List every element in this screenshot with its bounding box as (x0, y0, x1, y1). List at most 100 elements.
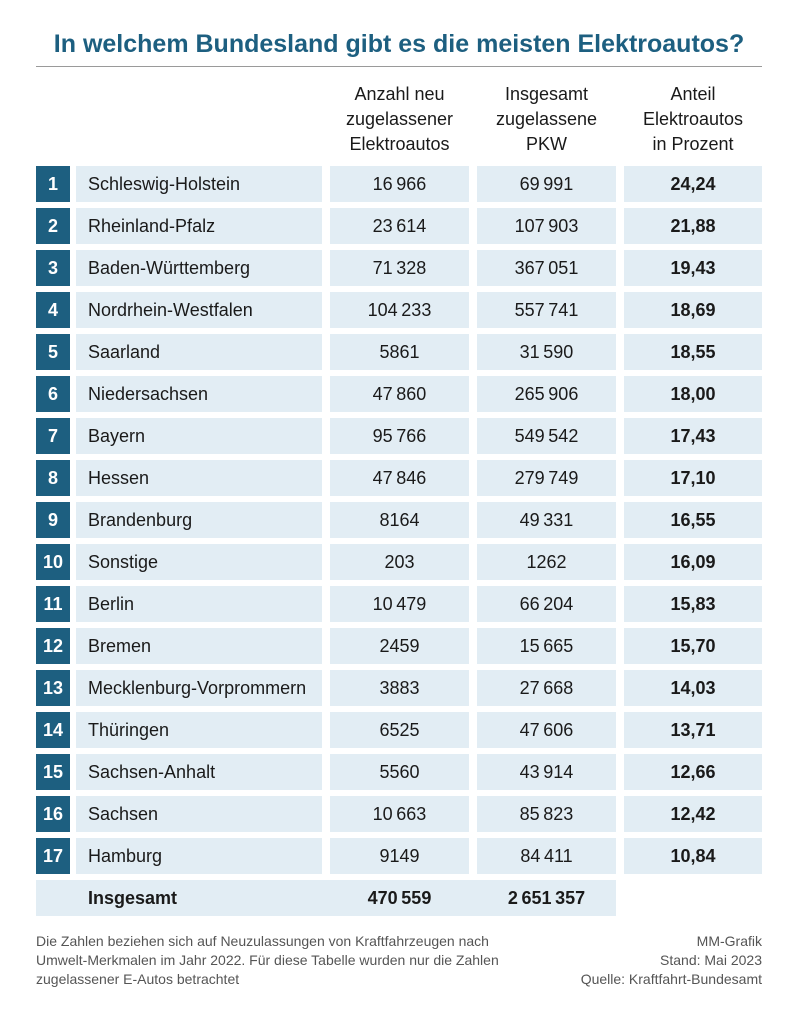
new-evs-value: 71 328 (330, 250, 469, 286)
ev-share-value: 15,83 (624, 586, 762, 622)
header-new-evs-line1: Anzahl neu (354, 84, 445, 104)
new-evs-value: 47 846 (330, 460, 469, 496)
state-name: Mecklenburg-Vorprommern (76, 670, 322, 706)
new-evs-value: 9149 (330, 838, 469, 874)
page-title: In welchem Bundesland gibt es die meiste… (53, 30, 745, 58)
total-cars-value: 47 606 (477, 712, 616, 748)
rank-badge: 9 (36, 502, 70, 538)
state-name: Rheinland-Pfalz (76, 208, 322, 244)
table-row: 11 Berlin 10 479 66 204 15,83 (36, 586, 762, 622)
table-row: 15 Sachsen-Anhalt 5560 43 914 12,66 (36, 754, 762, 790)
state-name: Brandenburg (76, 502, 322, 538)
header-new-evs-line3: Elektroautos (349, 134, 450, 154)
state-name: Baden-Württemberg (76, 250, 322, 286)
rank-badge: 1 (36, 166, 70, 202)
table-row: 14 Thüringen 6525 47 606 13,71 (36, 712, 762, 748)
table-row: 2 Rheinland-Pfalz 23 614 107 903 21,88 (36, 208, 762, 244)
header-new-evs-line2: zugelassener (345, 109, 454, 129)
state-name: Bremen (76, 628, 322, 664)
ev-share-value: 18,69 (624, 292, 762, 328)
table-row: 16 Sachsen 10 663 85 823 12,42 (36, 796, 762, 832)
ev-share-value: 24,24 (624, 166, 762, 202)
total-cars-value: 69 991 (477, 166, 616, 202)
state-name: Thüringen (76, 712, 322, 748)
state-name: Sonstige (76, 544, 322, 580)
header-share-line1: Anteil (670, 84, 716, 104)
header-share-line3: in Prozent (652, 134, 734, 154)
total-cars-value: 15 665 (477, 628, 616, 664)
table-row: 9 Brandenburg 8164 49 331 16,55 (36, 502, 762, 538)
ev-share-value: 14,03 (624, 670, 762, 706)
ev-share-value: 16,55 (624, 502, 762, 538)
state-name: Schleswig-Holstein (76, 166, 322, 202)
state-name: Saarland (76, 334, 322, 370)
total-cars-value: 84 411 (477, 838, 616, 874)
rank-badge: 11 (36, 586, 70, 622)
rank-badge: 10 (36, 544, 70, 580)
credit-label: MM-Grafik (696, 933, 762, 949)
header-total-cars-line2: zugelassene (495, 109, 598, 129)
total-cars-value: 107 903 (477, 208, 616, 244)
ev-share-value: 19,43 (624, 250, 762, 286)
total-row-background (36, 880, 616, 916)
rank-badge: 8 (36, 460, 70, 496)
header-total-cars-line3: PKW (525, 134, 567, 154)
total-cars-value: 43 914 (477, 754, 616, 790)
total-cars-value: 66 204 (477, 586, 616, 622)
ev-share-value: 18,00 (624, 376, 762, 412)
footnote: Die Zahlen beziehen sich auf Neuzulassun… (36, 933, 499, 987)
total-cars-value: 279 749 (477, 460, 616, 496)
new-evs-value: 2459 (330, 628, 469, 664)
title-divider (36, 66, 762, 67)
total-cars-value: 367 051 (477, 250, 616, 286)
state-name: Hamburg (76, 838, 322, 874)
table-row: 4 Nordrhein-Westfalen 104 233 557 741 18,69 (36, 292, 762, 328)
total-cars-value: 557 741 (477, 292, 616, 328)
new-evs-value: 10 479 (330, 586, 469, 622)
state-name: Sachsen-Anhalt (76, 754, 322, 790)
new-evs-value: 95 766 (330, 418, 469, 454)
table-row: 7 Bayern 95 766 549 542 17,43 (36, 418, 762, 454)
ev-share-value: 17,43 (624, 418, 762, 454)
rank-badge: 13 (36, 670, 70, 706)
table-row: 1 Schleswig-Holstein 16 966 69 991 24,24 (36, 166, 762, 202)
rank-badge: 3 (36, 250, 70, 286)
new-evs-value: 5861 (330, 334, 469, 370)
total-row: Insgesamt 470 559 2 651 357 (36, 880, 762, 916)
state-name: Bayern (76, 418, 322, 454)
rank-badge: 17 (36, 838, 70, 874)
rank-badge: 16 (36, 796, 70, 832)
state-name: Nordrhein-Westfalen (76, 292, 322, 328)
new-evs-value: 6525 (330, 712, 469, 748)
total-total-cars: 2 651 357 (507, 888, 586, 908)
state-name: Sachsen (76, 796, 322, 832)
table-row: 8 Hessen 47 846 279 749 17,10 (36, 460, 762, 496)
rank-badge: 6 (36, 376, 70, 412)
new-evs-value: 10 663 (330, 796, 469, 832)
header-share-line2: Elektroautos (642, 109, 744, 129)
date-label: Stand: Mai 2023 (660, 952, 762, 968)
table-row: 17 Hamburg 9149 84 411 10,84 (36, 838, 762, 874)
table-row: 5 Saarland 5861 31 590 18,55 (36, 334, 762, 370)
ev-share-value: 15,70 (624, 628, 762, 664)
rank-badge: 7 (36, 418, 70, 454)
credits: MM-Grafik Stand: Mai 2023 Quelle: Kraftf… (581, 932, 762, 989)
new-evs-value: 47 860 (330, 376, 469, 412)
new-evs-value: 104 233 (330, 292, 469, 328)
rank-badge: 5 (36, 334, 70, 370)
rank-badge: 14 (36, 712, 70, 748)
new-evs-value: 5560 (330, 754, 469, 790)
total-cars-value: 27 668 (477, 670, 616, 706)
new-evs-value: 16 966 (330, 166, 469, 202)
new-evs-value: 23 614 (330, 208, 469, 244)
ev-share-value: 12,42 (624, 796, 762, 832)
ev-share-value: 21,88 (624, 208, 762, 244)
new-evs-value: 8164 (330, 502, 469, 538)
ev-share-value: 18,55 (624, 334, 762, 370)
ev-share-value: 17,10 (624, 460, 762, 496)
total-cars-value: 49 331 (477, 502, 616, 538)
table-row: 12 Bremen 2459 15 665 15,70 (36, 628, 762, 664)
total-cars-value: 85 823 (477, 796, 616, 832)
total-cars-value: 31 590 (477, 334, 616, 370)
ev-share-value: 12,66 (624, 754, 762, 790)
